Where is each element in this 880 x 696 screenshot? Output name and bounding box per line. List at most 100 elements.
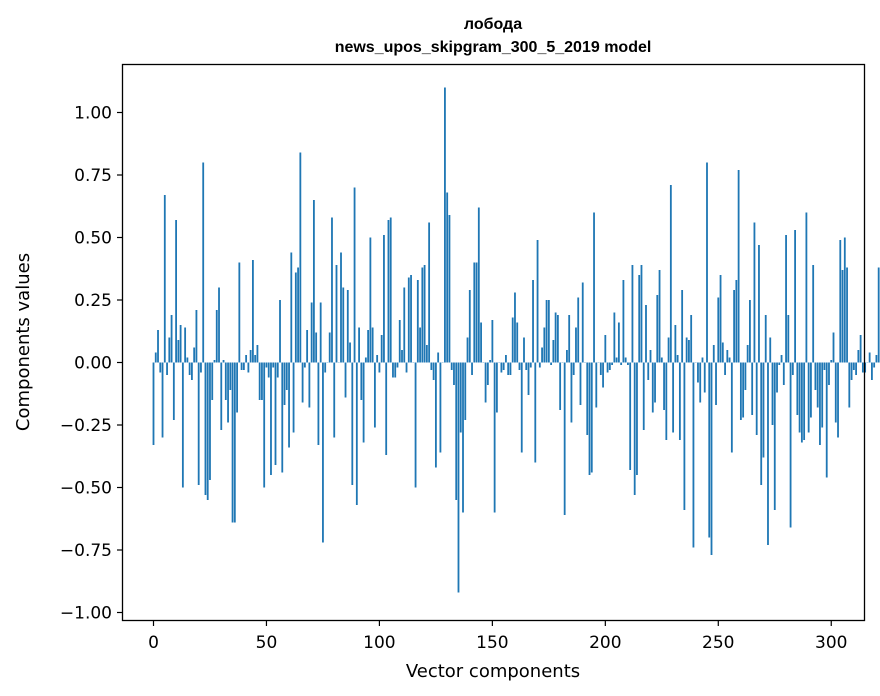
bar-151 bbox=[493, 362, 496, 513]
bar-300 bbox=[830, 360, 833, 363]
bar-47 bbox=[258, 362, 261, 400]
bar-251 bbox=[719, 275, 722, 363]
bar-61 bbox=[290, 252, 293, 363]
y-tick-label: 0.75 bbox=[74, 166, 112, 186]
bar-189 bbox=[579, 362, 582, 405]
bar-63 bbox=[294, 272, 297, 363]
bar-165 bbox=[525, 362, 528, 370]
bar-257 bbox=[733, 290, 736, 363]
bar-171 bbox=[538, 362, 541, 368]
bar-296 bbox=[821, 362, 824, 428]
bar-85 bbox=[344, 362, 347, 398]
bar-129 bbox=[444, 87, 446, 363]
bar-190 bbox=[581, 282, 584, 363]
bar-280 bbox=[785, 235, 787, 363]
bar-162 bbox=[518, 362, 521, 370]
bar-218 bbox=[645, 305, 647, 363]
y-tick-label: −1.00 bbox=[60, 604, 112, 624]
bar-55 bbox=[276, 362, 279, 378]
bar-110 bbox=[401, 350, 403, 363]
bar-58 bbox=[283, 362, 286, 405]
bar-309 bbox=[850, 362, 853, 380]
bar-69 bbox=[308, 362, 311, 408]
bar-253 bbox=[724, 362, 726, 375]
bar-143 bbox=[475, 262, 478, 363]
bar-4 bbox=[161, 362, 164, 438]
bar-231 bbox=[674, 325, 677, 363]
bar-142 bbox=[473, 262, 476, 363]
bar-277 bbox=[778, 362, 781, 365]
bar-113 bbox=[407, 277, 410, 363]
bar-50 bbox=[265, 362, 268, 368]
bar-236 bbox=[685, 337, 688, 363]
bar-12 bbox=[179, 325, 182, 363]
bar-71 bbox=[312, 200, 315, 363]
bar-53 bbox=[272, 362, 275, 368]
bar-260 bbox=[739, 362, 742, 420]
bar-278 bbox=[780, 355, 783, 363]
bar-266 bbox=[753, 222, 756, 363]
bar-21 bbox=[200, 362, 202, 373]
bar-303 bbox=[837, 362, 839, 438]
bar-11 bbox=[177, 340, 180, 363]
bar-119 bbox=[421, 267, 424, 363]
bar-269 bbox=[760, 362, 763, 485]
bar-264 bbox=[749, 300, 751, 363]
bar-211 bbox=[629, 362, 632, 470]
bar-274 bbox=[771, 362, 774, 425]
bar-34 bbox=[229, 362, 232, 390]
bar-286 bbox=[798, 362, 801, 433]
bar-26 bbox=[211, 362, 214, 400]
bar-244 bbox=[703, 362, 706, 393]
bar-17 bbox=[191, 362, 193, 380]
bar-187 bbox=[575, 327, 577, 363]
bar-308 bbox=[848, 362, 851, 408]
bar-293 bbox=[814, 362, 817, 390]
bar-60 bbox=[288, 362, 290, 448]
bar-52 bbox=[270, 362, 272, 475]
bar-114 bbox=[410, 275, 412, 363]
bar-51 bbox=[267, 362, 270, 378]
bar-306 bbox=[843, 237, 846, 363]
bar-62 bbox=[292, 362, 295, 433]
bar-292 bbox=[812, 265, 815, 363]
bar-242 bbox=[699, 362, 702, 403]
bar-37 bbox=[236, 362, 238, 413]
bar-88 bbox=[351, 362, 354, 485]
bar-265 bbox=[751, 362, 754, 415]
bar-109 bbox=[398, 320, 401, 363]
bar-198 bbox=[599, 362, 602, 375]
bar-163 bbox=[520, 362, 523, 453]
bar-188 bbox=[577, 297, 580, 363]
bar-38 bbox=[238, 262, 241, 363]
bar-179 bbox=[556, 315, 559, 363]
bar-22 bbox=[202, 162, 205, 363]
bar-192 bbox=[586, 362, 589, 435]
bar-101 bbox=[380, 335, 383, 363]
bar-24 bbox=[206, 362, 209, 500]
bar-44 bbox=[252, 260, 254, 363]
bar-294 bbox=[816, 362, 819, 408]
bar-290 bbox=[807, 362, 810, 433]
bar-123 bbox=[430, 362, 433, 370]
bar-144 bbox=[477, 207, 480, 363]
bar-239 bbox=[692, 362, 695, 548]
bar-125 bbox=[434, 362, 437, 468]
bar-46 bbox=[256, 345, 259, 363]
bar-14 bbox=[184, 327, 187, 363]
bar-305 bbox=[841, 270, 844, 363]
bar-148 bbox=[486, 362, 489, 385]
bar-314 bbox=[861, 362, 864, 373]
bar-54 bbox=[274, 362, 277, 465]
bar-199 bbox=[602, 362, 604, 388]
bar-224 bbox=[658, 270, 661, 363]
bar-2 bbox=[157, 330, 159, 363]
bar-30 bbox=[220, 362, 223, 430]
bar-141 bbox=[471, 362, 473, 375]
bar-series bbox=[152, 87, 880, 593]
bar-243 bbox=[701, 357, 704, 363]
bar-246 bbox=[708, 362, 711, 538]
bar-5 bbox=[163, 195, 166, 363]
bar-124 bbox=[432, 362, 435, 380]
bar-249 bbox=[715, 362, 717, 405]
